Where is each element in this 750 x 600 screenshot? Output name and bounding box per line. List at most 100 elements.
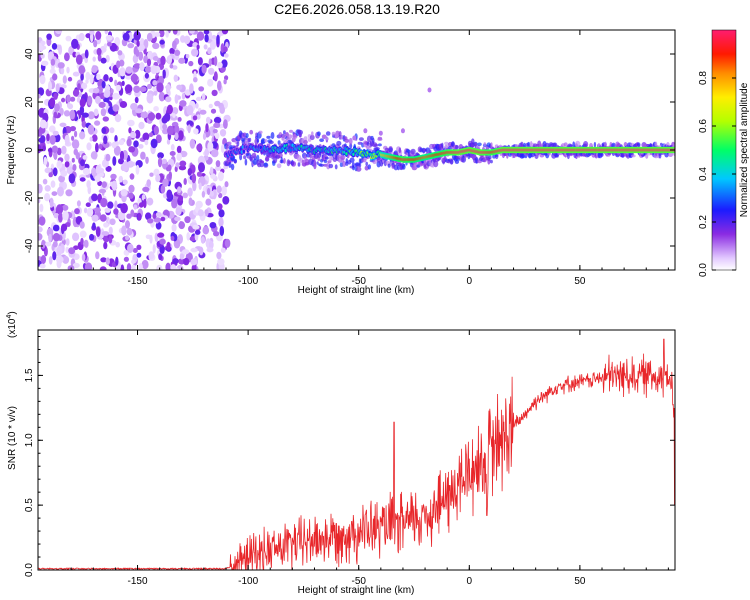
ridge-halo	[393, 164, 399, 171]
noise-blob	[79, 98, 86, 108]
noise-blob	[48, 172, 53, 178]
spectrogram-x-label: Height of straight line (km)	[298, 285, 415, 296]
noise-blob	[190, 258, 198, 266]
ridge-halo	[454, 159, 460, 164]
noise-blob	[78, 32, 85, 42]
noise-blob	[125, 235, 130, 241]
noise-blob	[170, 144, 175, 151]
noise-blob	[113, 145, 121, 156]
noise-blob	[127, 243, 134, 253]
noise-blob	[91, 167, 97, 176]
noise-blob	[142, 186, 150, 192]
noise-blob	[91, 214, 99, 222]
noise-blob	[158, 253, 163, 261]
noise-blob	[91, 134, 98, 142]
ridge-halo	[425, 147, 431, 153]
noise-blob	[67, 103, 74, 110]
ridge-halo	[402, 163, 406, 170]
noise-blob	[147, 83, 152, 90]
noise-blob	[99, 214, 107, 222]
colorbar-ticks: 0.0 0.2 0.4 0.6 0.8	[698, 71, 736, 277]
noise-blob	[41, 239, 46, 249]
noise-blob	[85, 202, 91, 207]
noise-blob	[38, 216, 46, 226]
noise-blob	[74, 130, 78, 138]
noise-blob	[95, 95, 101, 105]
noise-blob	[94, 120, 101, 126]
ridge-halo	[344, 138, 350, 143]
noise-blob	[121, 80, 125, 86]
noise-blob	[172, 258, 179, 264]
snr-y-multiplier: (x104)	[6, 311, 18, 338]
noise-blob	[202, 226, 210, 235]
ridge-core	[259, 145, 262, 150]
ridge-halo	[254, 153, 257, 159]
noise-blob	[178, 221, 185, 230]
noise-blob	[41, 60, 49, 66]
noise-blob	[103, 222, 109, 228]
snr-x-label: Height of straight line (km)	[298, 585, 415, 596]
noise-blob	[137, 212, 142, 221]
noise-blob	[114, 79, 118, 87]
noise-blob	[126, 138, 132, 147]
colorbar-label: Normalized spectral amplitude	[739, 82, 750, 217]
noise-blob	[93, 87, 100, 94]
noise-blob	[209, 166, 214, 176]
noise-blob	[176, 84, 183, 91]
noise-blob	[147, 50, 154, 61]
snr-y-label: SNR (10 * v/v)	[7, 406, 18, 470]
noise-blob	[69, 109, 76, 120]
noise-blob	[213, 122, 221, 128]
spectrogram-x-tick-label: -150	[128, 276, 148, 287]
noise-blob	[98, 188, 107, 194]
noise-blob	[177, 130, 184, 141]
noise-blob	[115, 241, 120, 248]
colorbar-tick-label: 0.6	[698, 119, 709, 133]
spectrogram-y-tick-label: -20	[24, 190, 35, 205]
ridge-halo	[311, 131, 314, 137]
noise-blob	[49, 197, 54, 208]
noise-blob	[49, 135, 56, 145]
noise-blob	[146, 179, 151, 188]
noise-blob	[126, 263, 132, 270]
ridge-halo	[230, 163, 235, 171]
noise-blob	[214, 100, 221, 107]
spectrogram-x-ticks: -150 -100 -50 0 50	[70, 30, 669, 287]
noise-blob	[138, 263, 143, 270]
noise-blob	[38, 198, 41, 204]
ridge-halo	[348, 137, 353, 145]
noise-blob	[64, 161, 70, 168]
noise-blob	[67, 76, 73, 82]
noise-blob	[112, 92, 120, 100]
noise-blob	[162, 69, 166, 76]
noise-blob	[216, 34, 220, 45]
ridge-halo	[292, 134, 298, 139]
noise-blob	[128, 32, 133, 42]
spectrogram-y-tick-label: -40	[24, 238, 35, 253]
noise-blob	[138, 144, 144, 149]
noise-blob	[102, 116, 110, 122]
ridge-halo	[276, 163, 282, 169]
noise-blob	[213, 116, 222, 124]
noise-blob	[188, 197, 193, 205]
noise-blob	[175, 162, 180, 168]
noise-blob	[52, 167, 58, 177]
noise-blob	[186, 120, 194, 127]
ridge-halo	[349, 157, 355, 163]
ridge-halo	[283, 158, 286, 164]
noise-blob	[71, 135, 75, 141]
noise-blob	[60, 170, 68, 177]
noise-blob	[210, 108, 217, 114]
noise-blob	[170, 235, 175, 241]
noise-blob	[205, 198, 212, 206]
noise-blob	[79, 105, 85, 116]
noise-blob	[97, 167, 105, 173]
noise-blob	[189, 30, 195, 34]
ridge-halo	[357, 141, 363, 145]
noise-blob	[111, 141, 117, 149]
noise-blob	[46, 227, 54, 237]
noise-blob	[38, 226, 43, 233]
noise-blob	[61, 145, 67, 155]
ridge-halo	[323, 159, 328, 163]
noise-blob	[152, 56, 159, 61]
